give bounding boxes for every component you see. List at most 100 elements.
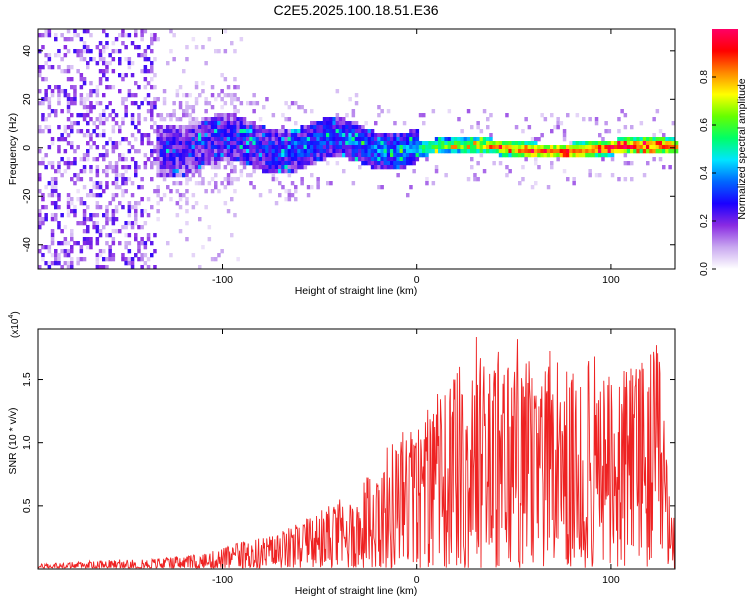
spectrogram-cell: [127, 33, 132, 38]
spectrogram-cell: [89, 33, 93, 38]
spectrogram-cell: [185, 113, 189, 118]
spectrogram-cell: [178, 85, 183, 90]
spectrogram-cell: [156, 141, 160, 146]
spectrogram-cell: [294, 189, 298, 194]
spectrogram-cell: [390, 161, 394, 166]
spectrogram-cell: [313, 149, 317, 154]
x-tick-label: 100: [602, 574, 620, 586]
spectrogram-cell: [508, 153, 512, 158]
spectrogram-cell: [86, 141, 90, 146]
spectrogram-cell: [345, 153, 349, 158]
spectrogram-cell: [98, 69, 103, 74]
spectrogram-cell: [367, 145, 372, 150]
spectrogram-cell: [342, 133, 346, 138]
spectrogram-cell: [313, 121, 317, 126]
spectrogram-cell: [95, 265, 100, 270]
spectrogram-cell: [447, 109, 452, 114]
snr-y-ticks: 0.51.01.5: [21, 372, 675, 513]
spectrogram-cell: [172, 145, 176, 150]
spectrogram-cell: [50, 261, 55, 266]
spectrogram-cell: [370, 129, 375, 134]
spectrogram-cell: [386, 145, 391, 150]
spectrogram-cell: [178, 117, 183, 122]
spectrogram-cell: [306, 145, 311, 150]
spectrogram-cell: [105, 153, 109, 158]
spectrogram-cell: [143, 97, 148, 102]
spectrogram-cell: [233, 133, 237, 138]
spectrogram-cell: [316, 129, 320, 134]
spectrogram-cell: [300, 105, 304, 110]
spectrogram-cell: [159, 165, 164, 170]
spectrogram-cell: [166, 169, 170, 174]
spectrogram-cell: [294, 169, 298, 174]
spectrogram-cell: [41, 205, 45, 210]
spectrogram-cell: [185, 161, 189, 166]
spectrogram-cell: [284, 165, 288, 170]
spectrogram-cell: [393, 161, 397, 166]
spectrogram-cell: [102, 145, 106, 150]
spectrogram-cell: [598, 145, 602, 150]
spectrogram-cell: [351, 153, 356, 158]
spectrogram-cell: [41, 253, 45, 258]
spectrogram-cell: [47, 97, 52, 102]
spectrogram-cell: [156, 161, 160, 166]
spectrogram-cell: [44, 125, 48, 130]
spectrogram-cell: [47, 101, 52, 106]
spectrogram-cell: [239, 125, 244, 130]
spectrogram-cell: [121, 177, 125, 182]
spectrogram-cell: [166, 125, 170, 130]
spectrogram-cell: [649, 149, 653, 154]
spectrogram-cell: [390, 133, 394, 138]
spectrogram-cell: [111, 109, 116, 114]
spectrogram-cell: [300, 129, 304, 134]
spectrogram-cell: [489, 141, 493, 146]
spectrogram-cell: [63, 253, 68, 258]
spectrogram-cell: [66, 37, 71, 42]
spectrogram-cell: [198, 169, 202, 174]
spectrogram-cell: [290, 165, 295, 170]
spectrogram-cell: [124, 241, 128, 246]
spectrogram-cell: [230, 129, 234, 134]
spectrogram-cell: [258, 193, 263, 198]
spectrogram-cell: [399, 137, 404, 142]
spectrogram-cell: [310, 109, 314, 114]
spectrogram-cell: [89, 109, 93, 114]
spectrogram-cell: [354, 129, 359, 134]
spectrogram-cell: [82, 29, 87, 34]
spectrogram-cell: [156, 129, 160, 134]
spectrogram-cell: [95, 181, 100, 186]
spectrogram-cell: [201, 149, 205, 154]
spectrogram-cell: [633, 149, 637, 154]
spectrogram-cell: [582, 153, 586, 158]
spectrogram-cell: [534, 157, 538, 162]
spectrogram-cell: [143, 161, 148, 166]
spectrogram-cell: [236, 125, 240, 130]
spectrogram-cell: [470, 149, 474, 154]
spectrogram-cell: [476, 149, 480, 154]
spectrogram-cell: [562, 153, 567, 158]
spectrogram-cell: [246, 125, 250, 130]
spectrogram-cell: [278, 169, 282, 174]
spectrogram-cell: [364, 133, 368, 138]
spectrogram-cell: [239, 117, 244, 122]
snr-frame: [37, 328, 676, 570]
spectrogram-cell: [230, 113, 234, 118]
spectrogram-cell: [668, 141, 672, 146]
spectrogram-cell: [633, 141, 637, 146]
spectrogram-cell: [185, 137, 189, 142]
spectrogram-cell: [124, 225, 128, 230]
spectrogram-cell: [402, 165, 407, 170]
spectrogram-cell: [226, 93, 231, 98]
spectrogram-cell: [201, 121, 205, 126]
spectrogram-cell: [412, 149, 416, 154]
spectrogram-cell: [601, 153, 605, 158]
spectrogram-cell: [207, 133, 212, 138]
spectrogram-cell: [146, 69, 151, 74]
spectrogram-cell: [569, 149, 573, 154]
spectrogram-cell: [150, 105, 154, 110]
spectrogram-cell: [178, 169, 183, 174]
spectrogram-cell: [220, 105, 224, 110]
spectrogram-cell: [38, 161, 42, 166]
spectrogram-cell: [38, 221, 42, 226]
spectrogram-cell: [252, 165, 256, 170]
